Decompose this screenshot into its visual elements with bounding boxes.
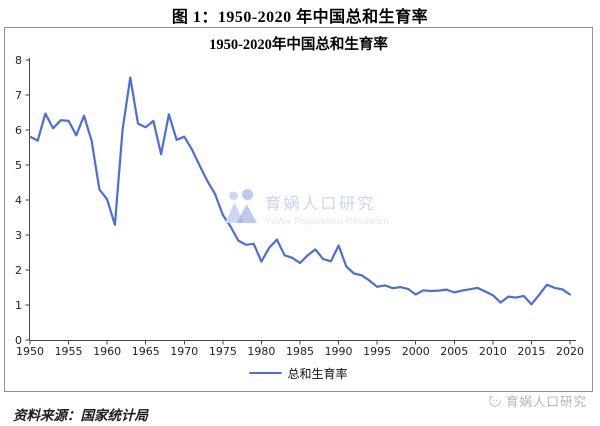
svg-text:1: 1 — [15, 299, 22, 312]
svg-text:1985: 1985 — [286, 345, 314, 358]
svg-text:1990: 1990 — [325, 345, 353, 358]
brand-label: 育娲人口研究 — [505, 395, 587, 409]
svg-text:1970: 1970 — [170, 345, 198, 358]
svg-text:0: 0 — [15, 334, 22, 347]
svg-text:1950: 1950 — [16, 345, 44, 358]
chart-legend: 总和生育率 — [5, 366, 592, 381]
svg-text:1955: 1955 — [55, 345, 83, 358]
chart-title: 1950-2020年中国总和生育率 — [209, 37, 388, 53]
svg-text:8: 8 — [15, 54, 22, 67]
svg-text:2: 2 — [15, 264, 22, 277]
svg-text:6: 6 — [15, 124, 22, 137]
legend-label: 总和生育率 — [287, 366, 348, 381]
svg-text:5: 5 — [15, 159, 22, 172]
svg-text:3: 3 — [15, 229, 22, 242]
brand-face-icon — [488, 394, 501, 407]
svg-text:7: 7 — [15, 89, 22, 102]
svg-text:1965: 1965 — [132, 345, 160, 358]
svg-text:2020: 2020 — [556, 345, 584, 358]
svg-text:2000: 2000 — [402, 345, 430, 358]
svg-text:2010: 2010 — [479, 345, 507, 358]
svg-text:4: 4 — [15, 194, 22, 207]
svg-text:2015: 2015 — [517, 345, 545, 358]
svg-text:1975: 1975 — [209, 345, 237, 358]
brand-watermark: 育娲人口研究 — [488, 391, 587, 410]
chart-container: 0 1 2 3 4 5 6 7 8 1950 1955 1960 1965 1970 1975 1980 198… — [4, 27, 593, 392]
legend-line-swatch — [249, 371, 283, 375]
fertility-line-chart: 0 1 2 3 4 5 6 7 8 1950 1955 1960 1965 1970 1975 1980 198… — [15, 54, 584, 358]
svg-text:1980: 1980 — [247, 345, 275, 358]
source-note: 资料来源：国家统计局 — [13, 408, 148, 423]
svg-text:1960: 1960 — [93, 345, 121, 358]
figure-title: 图 1：1950-2020 年中国总和生育率 — [171, 9, 429, 26]
svg-text:2005: 2005 — [440, 345, 468, 358]
svg-text:1995: 1995 — [363, 345, 391, 358]
